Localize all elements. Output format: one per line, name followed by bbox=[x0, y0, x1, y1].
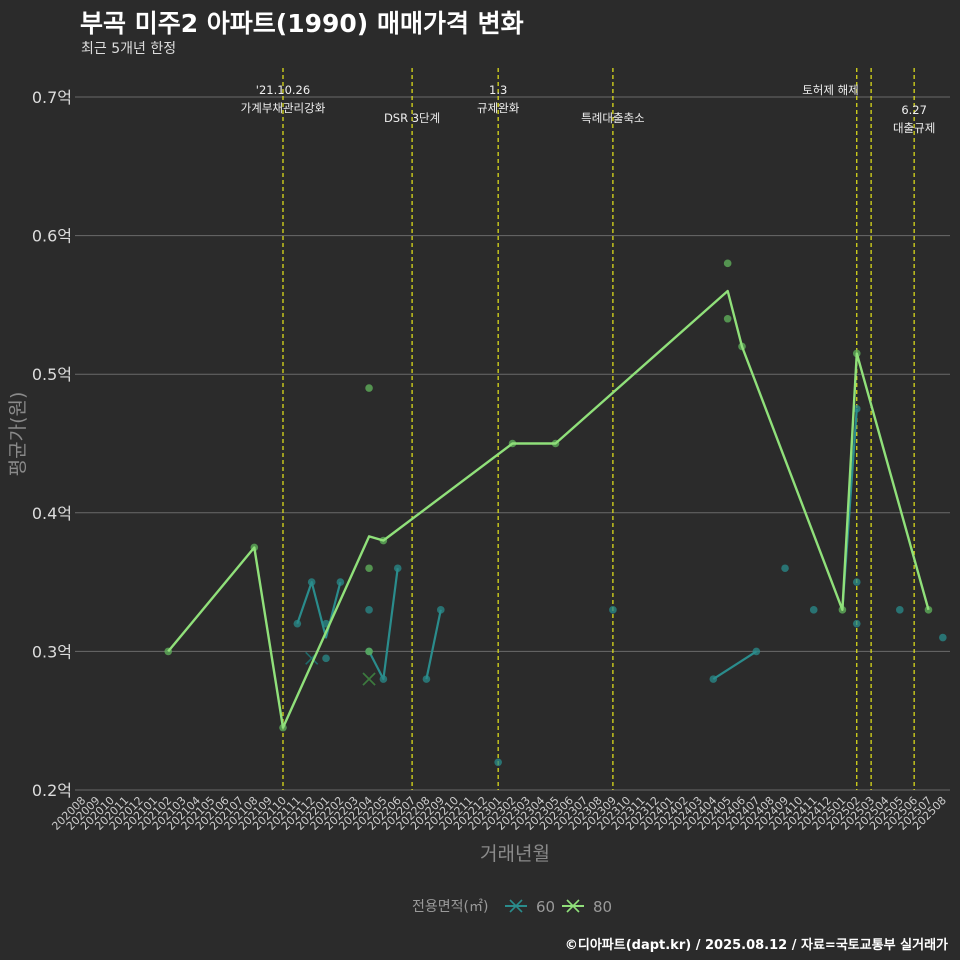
x-axis-label: 거래년월 bbox=[480, 843, 550, 865]
point-60 bbox=[494, 758, 502, 767]
event-label: 1.3 bbox=[489, 83, 507, 97]
point-60 bbox=[939, 633, 947, 642]
event-label: 대출규제 bbox=[893, 121, 935, 135]
point-60 bbox=[852, 578, 861, 586]
event-label: 규제완화 bbox=[477, 101, 520, 115]
legend-title: 전용면적(㎡) bbox=[412, 899, 488, 915]
point-60 bbox=[809, 606, 818, 614]
y-tick-label: 0.5억 bbox=[32, 365, 72, 384]
event-label: 6.27 bbox=[901, 103, 927, 117]
legend: 전용면적(㎡) 60 80 bbox=[412, 898, 612, 916]
point-80 bbox=[365, 564, 373, 573]
y-tick-label: 0.6억 bbox=[32, 227, 72, 246]
event-label: 특례대출축소 bbox=[581, 111, 644, 125]
point-60 bbox=[365, 606, 373, 614]
line-60 bbox=[712, 650, 757, 681]
point-80 bbox=[365, 647, 373, 656]
event-label: DSR 3단계 bbox=[384, 111, 440, 125]
legend-cross bbox=[509, 899, 523, 913]
y-axis-label: 평균가(원) bbox=[7, 392, 29, 477]
cross-stroke bbox=[362, 672, 376, 686]
point-80 bbox=[365, 384, 373, 392]
y-tick-label: 0.4억 bbox=[32, 504, 72, 523]
line-60 bbox=[368, 568, 399, 681]
point-80 bbox=[723, 259, 732, 268]
legend-label: 60 bbox=[536, 898, 555, 916]
y-tick-label: 0.2억 bbox=[32, 781, 72, 800]
chart-subtitle: 최근 5개년 한정 bbox=[81, 41, 177, 57]
axis-layer: 0.2억0.3억0.4억0.5억0.6억0.7억2020082020092020… bbox=[32, 88, 949, 833]
line-80 bbox=[167, 289, 930, 729]
cross-marker-80 bbox=[362, 672, 376, 686]
point-60 bbox=[609, 606, 617, 614]
event-label: 가계부채관리강화 bbox=[241, 101, 326, 115]
point-80 bbox=[723, 314, 732, 323]
point-60 bbox=[422, 675, 431, 683]
chart-title: 부곡 미주2 아파트(1990) 매매가격 변화 bbox=[80, 9, 524, 38]
point-60 bbox=[781, 564, 789, 573]
legend-cross bbox=[566, 899, 580, 913]
point-60 bbox=[322, 654, 330, 663]
legend-item-80: 80 bbox=[562, 898, 612, 916]
legend-item-60: 60 bbox=[505, 898, 555, 916]
y-tick-label: 0.7억 bbox=[32, 88, 72, 107]
grid-layer bbox=[75, 96, 950, 791]
footer-credit: ©디아파트(dapt.kr) / 2025.08.12 / 자료=국토교통부 실… bbox=[564, 938, 948, 953]
point-80 bbox=[924, 606, 933, 614]
series-layer bbox=[164, 259, 947, 767]
event-label: '21.10.26 bbox=[256, 83, 310, 97]
line-60 bbox=[425, 609, 442, 680]
event-label: 토허제 해제 bbox=[802, 83, 859, 97]
line-60 bbox=[296, 580, 342, 639]
point-60 bbox=[895, 606, 904, 614]
point-60 bbox=[852, 619, 861, 628]
legend-label: 80 bbox=[593, 898, 612, 916]
y-tick-label: 0.3억 bbox=[32, 642, 72, 661]
